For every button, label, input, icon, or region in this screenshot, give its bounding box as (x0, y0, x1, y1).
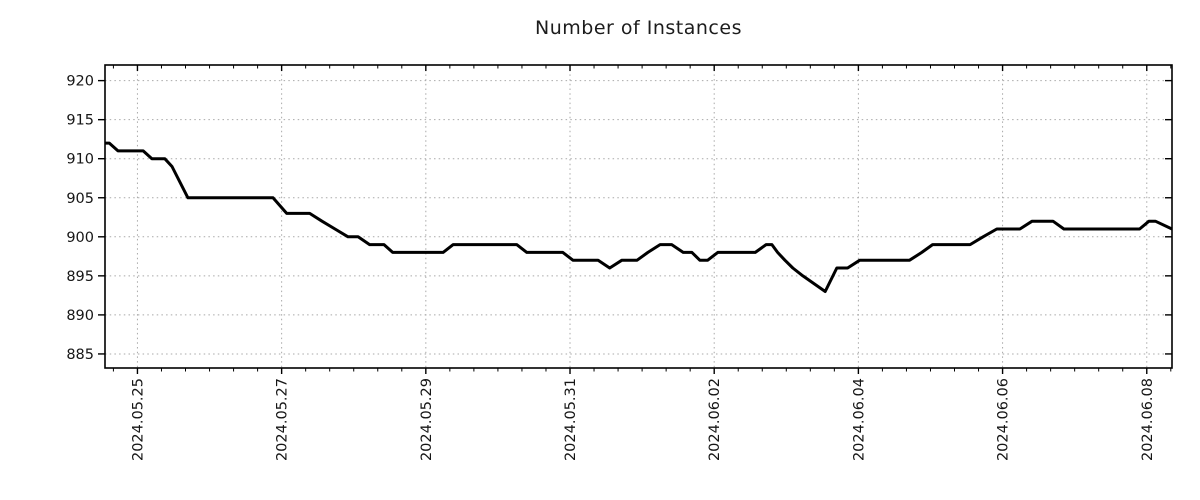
series-line-instances (105, 141, 1173, 293)
x-tick-label: 2024.06.04 (851, 378, 867, 461)
y-tick-label: 885 (66, 347, 94, 363)
x-tick-label: 2024.06.06 (996, 378, 1012, 461)
chart-title: Number of Instances (535, 17, 742, 39)
x-tick-label: 2024.05.25 (130, 378, 146, 461)
x-tick-label: 2024.05.29 (419, 378, 435, 461)
plot-border (104, 64, 1173, 369)
x-tick-label: 2024.06.02 (707, 378, 723, 461)
y-tick-label: 920 (66, 74, 94, 90)
y-tick-label: 890 (66, 308, 94, 324)
x-tick-label: 2024.05.31 (563, 378, 579, 461)
y-tick-label: 915 (66, 113, 94, 129)
x-tick-label: 2024.06.08 (1140, 378, 1156, 461)
y-tick-label: 910 (66, 152, 94, 168)
x-tick-label: 2024.05.27 (275, 378, 291, 461)
y-tick-label: 895 (66, 269, 94, 285)
y-tick-label: 905 (66, 191, 94, 207)
y-tick-label: 900 (66, 230, 94, 246)
